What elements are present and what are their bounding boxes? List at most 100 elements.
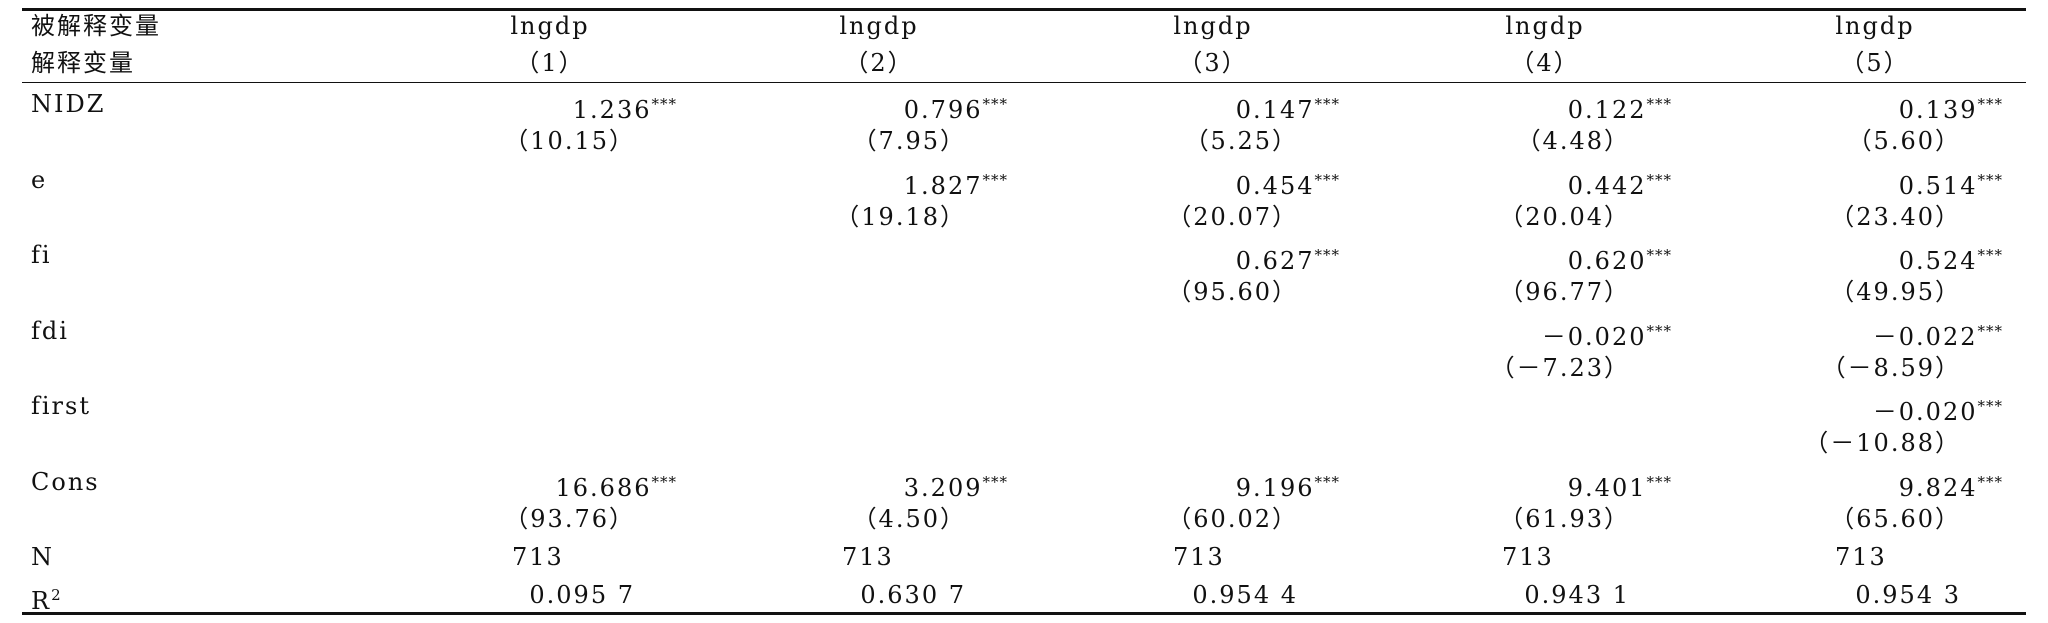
coef: －0.022	[1872, 322, 1978, 351]
coef: 0.524	[1898, 247, 1978, 275]
column-dep: lngdp	[510, 12, 590, 40]
column-num: （2）	[844, 49, 914, 77]
stars: ***	[651, 472, 677, 491]
coef: 1.236	[572, 96, 652, 124]
stars: ***	[1646, 472, 1672, 491]
coef-cell: －0.020***	[1873, 392, 2003, 426]
r2-sup: 2	[51, 586, 62, 604]
coef: 3.209	[903, 473, 983, 502]
t-stat: （－7.23）	[1490, 353, 1630, 382]
row-label: e	[31, 165, 48, 194]
stars: ***	[1646, 95, 1672, 113]
row-label: fdi	[31, 316, 69, 345]
stars: ***	[1646, 170, 1672, 189]
coef-cell: 0.139***	[1899, 90, 2003, 124]
stars: ***	[1977, 246, 2003, 264]
stars: ***	[1314, 170, 1340, 189]
coef: －0.020	[1541, 322, 1647, 351]
coef: 0.454	[1235, 171, 1315, 200]
t-stat: （19.18）	[835, 202, 966, 231]
t-stat: （93.76）	[504, 504, 635, 533]
coef-cell: 9.824***	[1899, 468, 2003, 502]
coef: 0.796	[903, 96, 983, 124]
n-value: 713	[842, 543, 894, 571]
coef-cell: 0.454***	[1236, 166, 1340, 200]
coef: －0.020	[1872, 398, 1978, 426]
coef-cell: 9.401***	[1568, 468, 1672, 502]
coef: 9.401	[1567, 473, 1647, 502]
r2-value: 0.954 4	[1192, 581, 1298, 609]
r2-value: 0.954 3	[1855, 581, 1961, 609]
coef-cell: 0.627***	[1236, 241, 1340, 275]
stars: ***	[1314, 246, 1340, 264]
r2-value: 0.943 1	[1524, 581, 1630, 609]
n-value: 713	[1502, 543, 1554, 571]
t-stat: （20.04）	[1499, 202, 1630, 231]
column-dep: lngdp	[1505, 12, 1585, 40]
row-label: R2	[31, 581, 62, 615]
coef-cell: 1.236***	[573, 90, 677, 124]
stars: ***	[982, 95, 1008, 113]
t-stat: （4.50）	[852, 504, 966, 533]
stars: ***	[982, 170, 1008, 189]
coef: 0.514	[1898, 171, 1978, 200]
n-value: 713	[1173, 543, 1225, 571]
t-stat: （10.15）	[504, 127, 635, 155]
stars: ***	[1977, 170, 2003, 189]
coef: 16.686	[555, 473, 652, 502]
t-stat: （96.77）	[1499, 278, 1630, 306]
top-rule	[22, 8, 2026, 11]
t-stat: （60.02）	[1167, 504, 1298, 533]
coef-cell: －0.020***	[1542, 317, 1672, 351]
t-stat: （5.60）	[1847, 127, 1961, 155]
coef-cell: 0.122***	[1568, 90, 1672, 124]
stars: ***	[1646, 246, 1672, 264]
dep-label: 被解释变量	[31, 12, 161, 40]
stars: ***	[1646, 321, 1672, 340]
r2-value: 0.095 7	[529, 581, 635, 609]
header-rule	[22, 82, 2026, 83]
coef-cell: 0.524***	[1899, 241, 2003, 275]
column-dep: lngdp	[1173, 12, 1253, 40]
n-value: 713	[1835, 543, 1887, 571]
row-label: Cons	[31, 467, 100, 496]
coef: 0.627	[1235, 247, 1315, 275]
column-dep: lngdp	[839, 12, 919, 40]
coef-cell: 9.196***	[1236, 468, 1340, 502]
coef: 0.122	[1567, 96, 1647, 124]
column-num: （3）	[1178, 49, 1248, 77]
row-label: N	[31, 543, 54, 571]
t-stat: （49.95）	[1830, 278, 1961, 306]
coef-cell: 0.796***	[904, 90, 1008, 124]
coef-cell: 0.442***	[1568, 166, 1672, 200]
stars: ***	[1314, 95, 1340, 113]
t-stat: （7.95）	[852, 127, 966, 155]
column-dep: lngdp	[1835, 12, 1915, 40]
t-stat: （5.25）	[1184, 127, 1298, 155]
row-label: fi	[31, 241, 52, 269]
column-num: （1）	[515, 49, 585, 77]
t-stat: （65.60）	[1830, 504, 1961, 533]
stars: ***	[1977, 472, 2003, 491]
stars: ***	[651, 95, 677, 113]
r2-label: R	[31, 587, 52, 615]
stars: ***	[1977, 95, 2003, 113]
coef: 0.442	[1567, 171, 1647, 200]
coef-cell: 1.827***	[904, 166, 1008, 200]
coef-cell: 0.147***	[1236, 90, 1340, 124]
exp-label: 解释变量	[31, 49, 135, 77]
bottom-rule	[22, 612, 2026, 615]
coef-cell: 3.209***	[904, 468, 1008, 502]
coef-cell: 0.620***	[1568, 241, 1672, 275]
coef: 9.824	[1898, 473, 1978, 502]
row-label: NIDZ	[31, 90, 106, 118]
coef: 0.620	[1567, 247, 1647, 275]
coef: 0.147	[1235, 96, 1315, 124]
t-stat: （－8.59）	[1821, 353, 1961, 382]
t-stat: （61.93）	[1499, 504, 1630, 533]
coef: 0.139	[1898, 96, 1978, 124]
coef-cell: 0.514***	[1899, 166, 2003, 200]
t-stat: （95.60）	[1167, 278, 1298, 306]
stars: ***	[982, 472, 1008, 491]
